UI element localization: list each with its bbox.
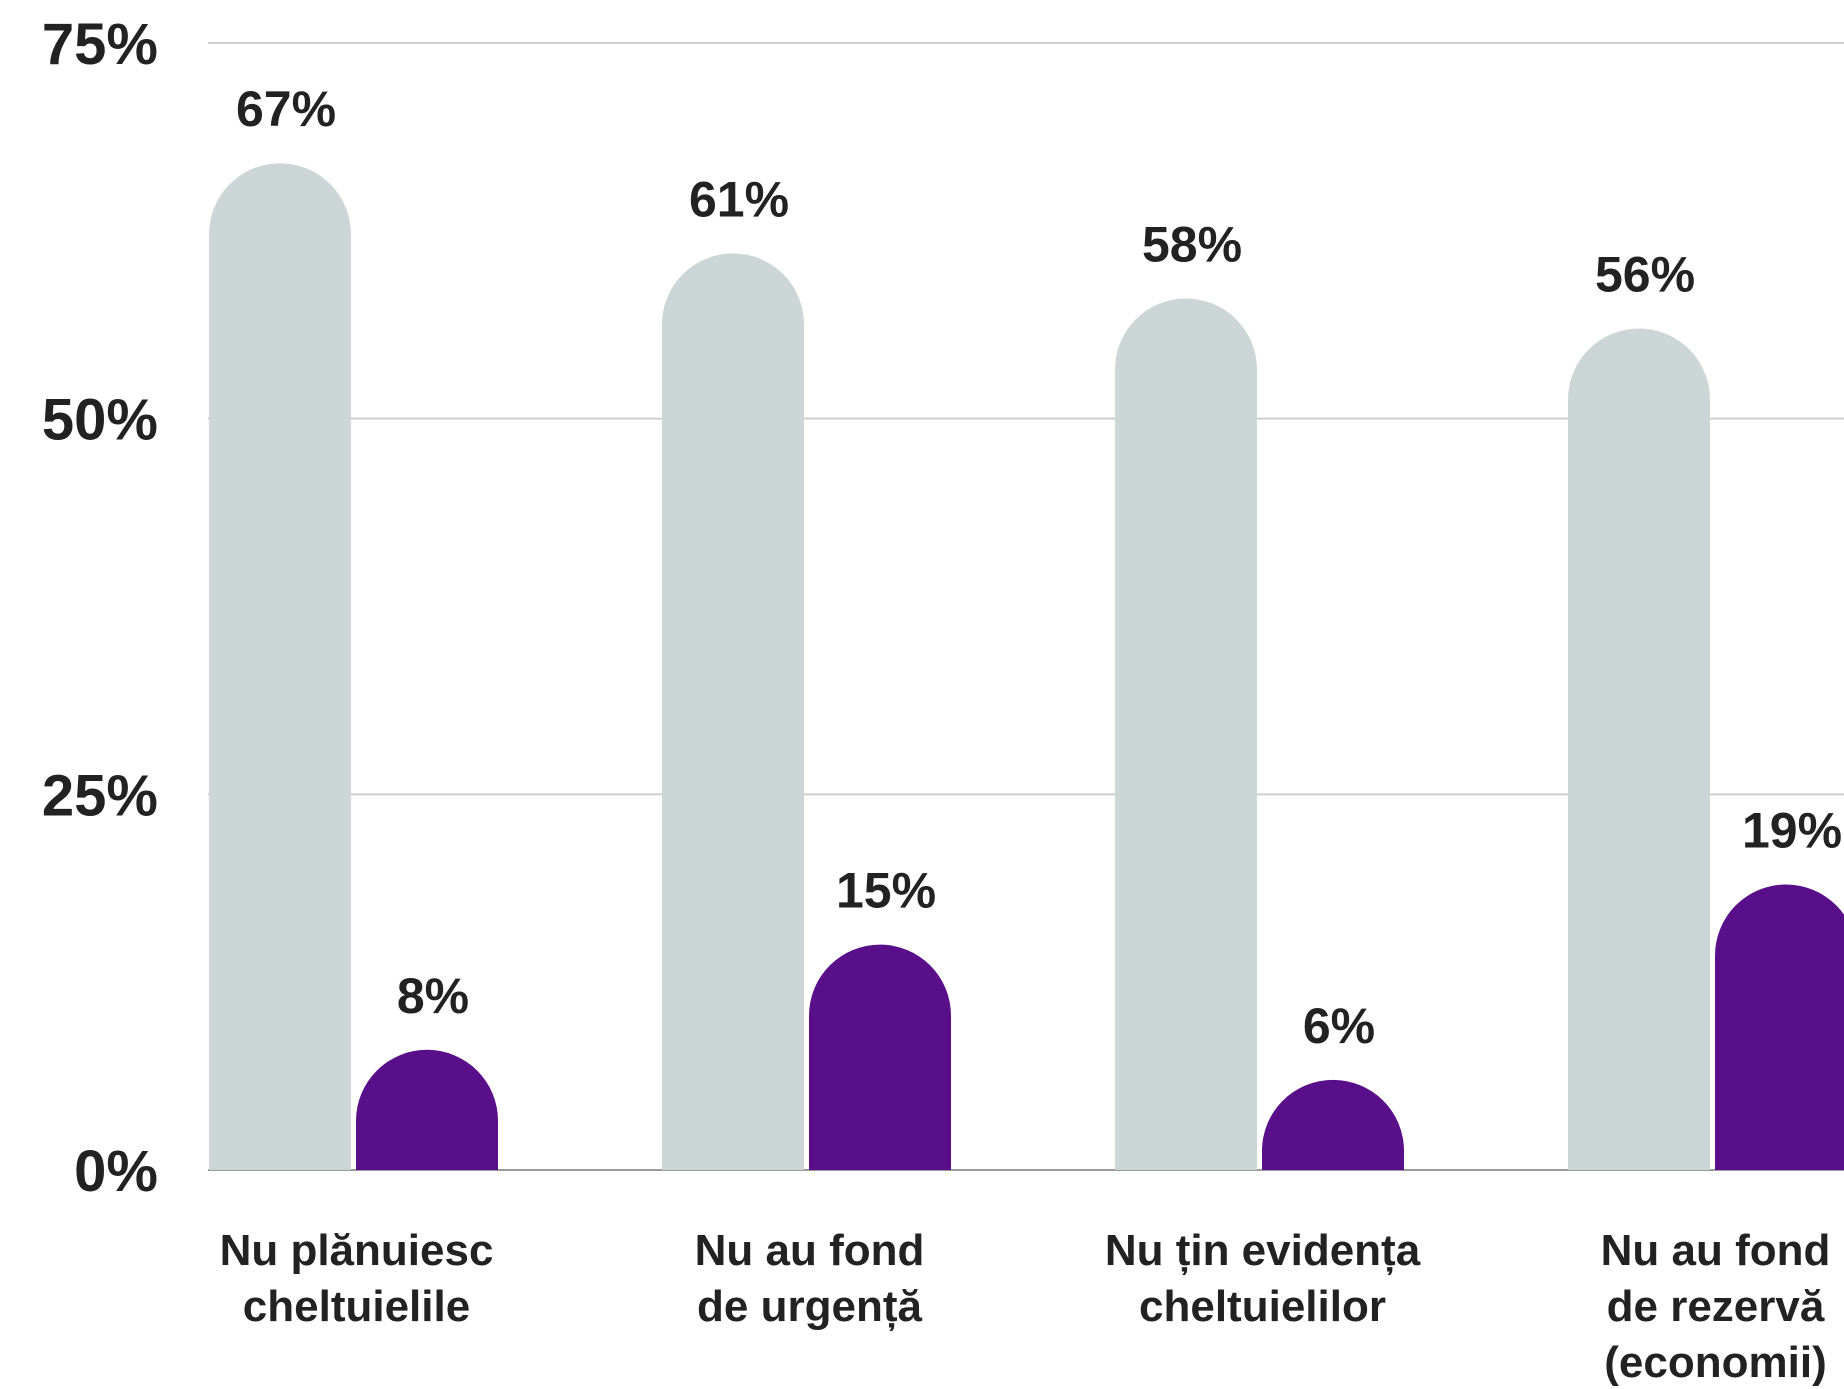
x-category-label: cheltuielilor: [1139, 1282, 1386, 1331]
data-labels: 67% 61% 58% 56% 8% 15% 6% 19%: [236, 81, 1842, 1054]
bar-series-2: [356, 1049, 498, 1170]
bar-series-1: [1568, 328, 1710, 1171]
bar-series-2: [809, 944, 951, 1170]
x-category-label: de urgență: [697, 1282, 922, 1331]
y-tick-label: 50%: [42, 388, 158, 453]
x-category-label: de rezervă: [1607, 1282, 1825, 1331]
x-category-label: Nu au fond: [695, 1226, 925, 1275]
data-label: 19%: [1742, 802, 1842, 858]
y-tick-label: 0%: [74, 1139, 158, 1204]
x-category-label: Nu țin evidența: [1105, 1226, 1421, 1275]
y-axis-tick-labels: 0% 25% 50% 75%: [42, 12, 158, 1204]
data-label: 58%: [1142, 216, 1242, 272]
bar-series-2: [1715, 884, 1844, 1170]
bar-series-1: [662, 253, 804, 1171]
data-label: 56%: [1595, 247, 1695, 303]
x-category-label: Nu au fond: [1601, 1226, 1831, 1275]
bar-series-1: [1115, 298, 1257, 1170]
data-label: 61%: [689, 171, 789, 227]
data-label: 67%: [236, 81, 336, 137]
x-category-label: Nu plănuiesc: [220, 1226, 494, 1275]
y-tick-label: 25%: [42, 763, 158, 828]
x-category-label: cheltuielile: [243, 1282, 470, 1331]
bar-series-2: [1262, 1079, 1404, 1170]
bar-series-1: [209, 163, 351, 1171]
x-category-label: (economii): [1604, 1338, 1826, 1387]
category-labels: Nu plănuiesc cheltuielile Nu au fond de urg…: [220, 1226, 1831, 1387]
y-tick-label: 75%: [42, 12, 158, 77]
bars: [209, 163, 1844, 1171]
data-label: 8%: [397, 968, 469, 1024]
data-label: 6%: [1303, 998, 1375, 1054]
data-label: 15%: [836, 863, 936, 919]
